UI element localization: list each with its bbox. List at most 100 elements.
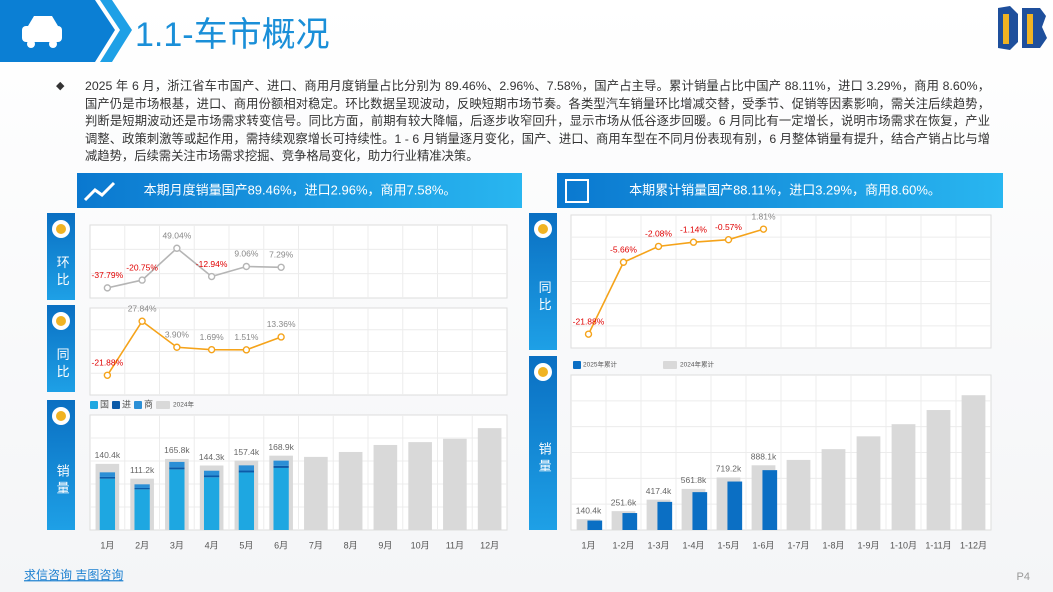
x-tick-label: 1-8月 <box>822 540 844 550</box>
bar <box>169 467 185 470</box>
x-tick-label: 1-10月 <box>890 540 917 550</box>
x-tick-label: 4月 <box>205 540 219 550</box>
legend-label: 2025年累计 <box>583 360 617 369</box>
marker <box>173 244 181 252</box>
data-label: 1.51% <box>234 332 259 342</box>
data-label: 251.6k <box>611 497 637 507</box>
legend-label: 2024年 <box>173 400 194 409</box>
x-tick-label: 3月 <box>170 540 184 550</box>
data-label: -20.75% <box>126 262 158 272</box>
marker <box>207 272 216 281</box>
legend-swatch <box>112 401 120 409</box>
x-tick-label: 8月 <box>344 540 358 550</box>
bar-prev <box>443 438 467 530</box>
side-label: 同比 <box>55 348 70 382</box>
car-icon <box>22 16 62 48</box>
side-icon-dot <box>538 367 548 377</box>
data-label: 140.4k <box>95 450 121 460</box>
marker <box>103 284 112 292</box>
banner-text: 本期累计销量国产88.11%，进口3.29%，商用8.60%。 <box>629 182 941 197</box>
right-banner <box>557 173 1003 208</box>
x-tick-label: 1-11月 <box>925 540 951 550</box>
data-label: 417.4k <box>646 486 672 496</box>
marker <box>689 238 698 246</box>
marker <box>277 333 285 341</box>
side-label: 销量 <box>55 464 70 498</box>
data-label: -0.57% <box>715 222 742 232</box>
legend-label: 2024年累计 <box>680 360 714 369</box>
bar-prev <box>926 410 951 530</box>
bar <box>622 513 638 530</box>
bar <box>169 469 185 530</box>
x-tick-label: 1月 <box>581 540 595 550</box>
x-tick-label: 1-7月 <box>787 540 809 550</box>
legend-swatch <box>90 401 98 409</box>
data-label: 157.4k <box>234 447 260 457</box>
x-tick-label: 11月 <box>446 540 464 550</box>
bar <box>99 478 116 530</box>
bar <box>657 501 673 530</box>
header-chevron <box>100 0 132 62</box>
legend-label: 国 <box>100 399 109 409</box>
bar-prev <box>304 456 328 530</box>
bar <box>134 487 150 490</box>
legend-swatch <box>156 401 170 409</box>
bar <box>169 461 185 468</box>
data-label: 144.3k <box>199 452 225 462</box>
bullet: ◆ <box>56 80 65 92</box>
line <box>587 228 764 335</box>
bar <box>238 470 255 473</box>
side-label: 环比 <box>55 256 70 290</box>
bar <box>134 484 150 488</box>
bar <box>238 472 255 530</box>
trend-icon <box>83 181 116 202</box>
x-tick-label: 12月 <box>480 540 499 550</box>
x-tick-label: 9月 <box>378 540 392 550</box>
data-label: 111.2k <box>130 465 155 475</box>
legend-label: 商 <box>144 398 153 409</box>
bar <box>273 460 289 466</box>
bar-prev <box>821 449 846 530</box>
x-tick-label: 1-6月 <box>752 540 774 550</box>
bar-prev <box>338 451 363 530</box>
marker <box>173 343 181 351</box>
x-tick-label: 1月 <box>100 540 114 550</box>
side-icon-dot <box>56 316 66 326</box>
side-icon-dot <box>538 224 548 234</box>
bar <box>692 492 708 530</box>
marker <box>103 371 112 379</box>
bar-prev <box>373 444 398 530</box>
bar <box>99 472 116 477</box>
data-label: 165.8k <box>164 445 190 455</box>
marker <box>759 225 768 233</box>
marker <box>724 235 733 244</box>
data-label: -21.88% <box>92 358 124 368</box>
summary-text: 2025 年 6 月，浙江省车市国产、进口、商用月度销量占比分别为 89.46%… <box>85 79 990 163</box>
marker <box>242 346 251 354</box>
marker <box>207 345 216 354</box>
data-label: -21.88% <box>573 316 605 326</box>
data-label: 168.9k <box>268 442 294 452</box>
bar-prev <box>856 436 881 530</box>
data-label: 719.2k <box>716 464 742 474</box>
bar <box>587 520 603 530</box>
legend-swatch <box>134 401 142 409</box>
line <box>107 247 282 289</box>
marker <box>654 242 663 251</box>
data-label: 1.69% <box>200 332 225 342</box>
data-label: 888.1k <box>751 452 777 462</box>
data-label: -5.66% <box>610 245 637 255</box>
bar <box>203 475 220 478</box>
footer-brand: 求信咨询 吉图咨询 <box>24 567 123 582</box>
side-icon-dot <box>56 224 66 234</box>
data-label: 27.84% <box>128 303 157 313</box>
bar-prev <box>786 459 811 530</box>
marker <box>242 262 251 271</box>
legend-label: 进 <box>122 399 131 409</box>
data-label: 49.04% <box>162 231 191 241</box>
bar <box>99 476 116 479</box>
bar <box>238 465 255 471</box>
data-label: 13.36% <box>267 319 296 329</box>
